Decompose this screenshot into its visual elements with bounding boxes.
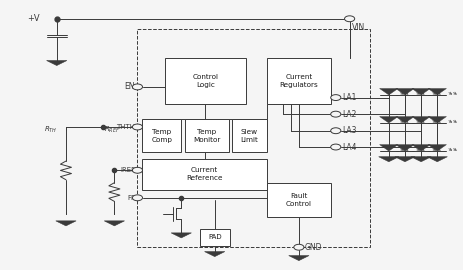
Text: $R_{TH}$: $R_{TH}$ — [44, 124, 57, 135]
Circle shape — [330, 111, 340, 117]
Polygon shape — [171, 233, 191, 238]
Text: VIN: VIN — [351, 23, 364, 32]
Circle shape — [132, 124, 142, 130]
FancyBboxPatch shape — [266, 58, 331, 104]
Text: Control
Logic: Control Logic — [192, 74, 218, 88]
Circle shape — [293, 244, 303, 250]
Polygon shape — [104, 221, 124, 226]
Polygon shape — [411, 89, 429, 95]
Text: LA2: LA2 — [341, 110, 356, 119]
FancyBboxPatch shape — [185, 119, 228, 152]
Circle shape — [330, 128, 340, 134]
Polygon shape — [395, 145, 413, 151]
FancyBboxPatch shape — [165, 58, 245, 104]
Polygon shape — [378, 157, 398, 162]
Polygon shape — [427, 117, 445, 123]
Text: Temp
Comp: Temp Comp — [151, 129, 172, 143]
Text: Fault
Control: Fault Control — [285, 193, 311, 207]
Polygon shape — [427, 145, 445, 151]
Circle shape — [132, 84, 142, 90]
Circle shape — [330, 95, 340, 100]
Text: IREF: IREF — [120, 167, 135, 173]
Text: LA4: LA4 — [341, 143, 356, 151]
Polygon shape — [288, 256, 308, 261]
Text: $R_{REF}$: $R_{REF}$ — [104, 124, 120, 135]
FancyBboxPatch shape — [142, 159, 266, 190]
Text: Current
Regulators: Current Regulators — [279, 74, 318, 88]
Circle shape — [330, 144, 340, 150]
FancyBboxPatch shape — [232, 119, 266, 152]
FancyBboxPatch shape — [266, 183, 331, 217]
Text: FF: FF — [127, 195, 135, 201]
Polygon shape — [56, 221, 76, 226]
Polygon shape — [394, 157, 414, 162]
Polygon shape — [411, 145, 429, 151]
Text: Temp
Monitor: Temp Monitor — [193, 129, 220, 143]
Circle shape — [344, 16, 354, 22]
Text: Current
Reference: Current Reference — [186, 167, 222, 181]
FancyBboxPatch shape — [142, 119, 181, 152]
Text: GND: GND — [304, 243, 322, 252]
Polygon shape — [395, 117, 413, 123]
Circle shape — [132, 167, 142, 173]
Circle shape — [132, 195, 142, 201]
Polygon shape — [410, 157, 430, 162]
Polygon shape — [395, 89, 413, 95]
Text: LA1: LA1 — [341, 93, 356, 102]
Text: PAD: PAD — [207, 234, 221, 240]
Polygon shape — [204, 252, 225, 256]
Text: Slew
Limit: Slew Limit — [240, 129, 258, 143]
Text: +V: +V — [27, 14, 39, 23]
Polygon shape — [411, 117, 429, 123]
Polygon shape — [427, 89, 445, 95]
Polygon shape — [426, 157, 446, 162]
Polygon shape — [379, 117, 397, 123]
Polygon shape — [379, 89, 397, 95]
Polygon shape — [379, 145, 397, 151]
Text: LA3: LA3 — [341, 126, 356, 135]
Text: THTH: THTH — [116, 124, 135, 130]
Text: EN: EN — [125, 82, 135, 92]
FancyBboxPatch shape — [199, 228, 229, 246]
Polygon shape — [46, 60, 67, 66]
